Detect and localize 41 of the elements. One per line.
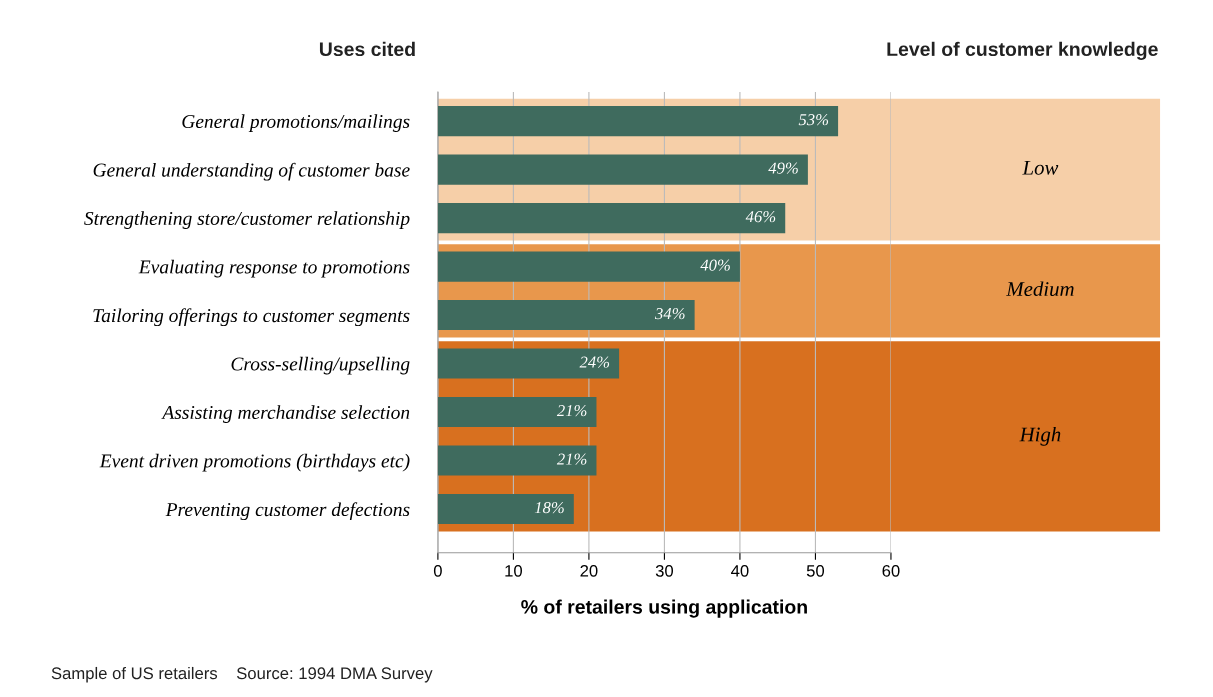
text: Level of customer knowledge	[887, 41, 1158, 60]
text: Uses cited	[319, 41, 415, 57]
x-tick-label: 10	[505, 564, 523, 577]
bar	[437, 348, 620, 379]
y-tick-label: Strengthening store/customer relationship	[84, 211, 410, 229]
x-tick-label: 60	[882, 564, 900, 577]
bar	[437, 203, 786, 234]
y-tick-label: Event driven promotions (birthdays etc)	[99, 453, 410, 472]
x-tick-label: 50	[806, 564, 825, 577]
bar	[437, 397, 597, 428]
y-tick-label: Cross-selling/upselling	[231, 356, 410, 375]
bar	[437, 106, 839, 137]
data-label: 46%	[745, 211, 776, 223]
y-tick-label: Preventing customer defections	[165, 502, 410, 521]
y-tick-label: General understanding of customer base	[93, 162, 410, 181]
data-label: 34%	[654, 308, 685, 320]
x-tick-label: 0	[433, 564, 442, 577]
data-label: 18%	[534, 502, 564, 514]
y-tick-label: Assisting merchandise selection	[161, 405, 410, 423]
band-label: Low	[1022, 160, 1059, 175]
data-label: 21%	[556, 453, 587, 465]
y-tick-label: Tailoring offerings to customer segments	[93, 308, 410, 327]
data-label: 49%	[768, 162, 798, 174]
data-label: 24%	[579, 356, 610, 368]
x-tick-label: 20	[580, 564, 598, 577]
data-label: 40%	[700, 259, 730, 271]
data-label: 21%	[556, 405, 587, 417]
y-tick-label: General promotions/mailings	[182, 114, 410, 132]
bar	[437, 251, 740, 282]
bar	[437, 154, 808, 185]
y-tick-label: Evaluating response to promotions	[138, 259, 410, 278]
band-label: High	[1019, 426, 1061, 446]
data-label: 53%	[798, 114, 829, 126]
text: Sample of US retailers Source: 1994 DMA Survey	[51, 666, 433, 683]
bar	[437, 445, 597, 476]
bar	[437, 300, 695, 331]
band-label: Medium	[1006, 281, 1074, 297]
bar	[437, 494, 574, 525]
x-tick-label: 30	[655, 564, 674, 577]
x-axis-title: % of retailers using application	[521, 599, 807, 618]
x-tick-label: 40	[731, 564, 749, 577]
